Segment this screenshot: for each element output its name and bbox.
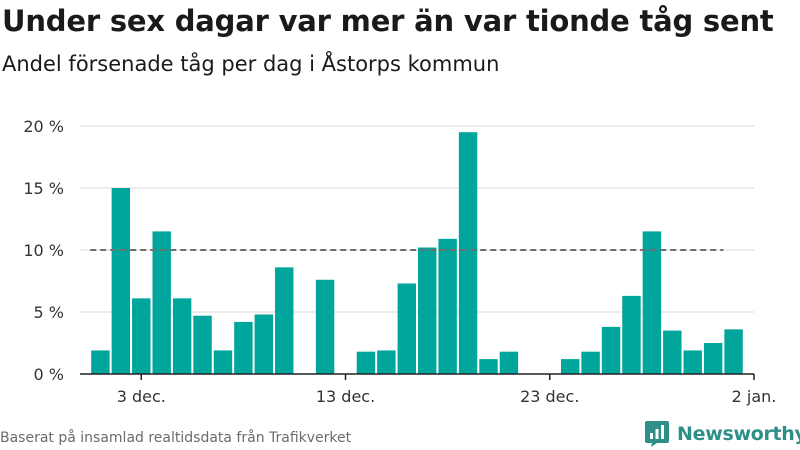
y-tick-label: 15 % (23, 179, 64, 198)
bar (560, 359, 580, 374)
bar (601, 326, 621, 374)
bar (234, 321, 253, 374)
bar (213, 350, 233, 374)
y-tick-label: 10 % (23, 241, 64, 260)
bar (356, 351, 376, 374)
bar (703, 343, 723, 374)
bar (479, 359, 498, 374)
y-tick-label: 20 % (23, 117, 64, 136)
newsworthy-logo: Newsworthy (644, 420, 800, 448)
bar (663, 330, 682, 374)
bar (724, 329, 743, 374)
y-tick-label: 5 % (34, 303, 64, 322)
y-tick-label: 0 % (34, 365, 64, 384)
bars (91, 132, 743, 374)
bar (152, 231, 171, 374)
bar (315, 279, 335, 374)
x-tick-label: 13 dec. (316, 387, 375, 406)
x-tick-label: 2 jan. (732, 387, 777, 406)
x-tick-label: 3 dec. (117, 387, 166, 406)
bar (132, 298, 151, 374)
y-axis-tick-labels: 0 % 5 % 10 % 15 % 20 % (23, 117, 64, 384)
bar (172, 298, 192, 374)
chart-subtitle: Andel försenade tåg per dag i Åstorps ko… (2, 52, 500, 76)
bar-chart: 0 % 5 % 10 % 15 % 20 % 3 dec. 13 dec. 23 dec. 2… (23, 117, 777, 406)
bar (581, 351, 600, 374)
bar (254, 314, 274, 374)
bar (397, 283, 416, 374)
newsworthy-logo-icon (645, 421, 669, 447)
bar (438, 238, 457, 374)
bar (683, 350, 702, 374)
bar (377, 350, 396, 374)
bar (499, 351, 519, 374)
bar (458, 132, 478, 374)
source-note: Baserat på insamlad realtidsdata från Tr… (0, 430, 352, 446)
bar (91, 350, 110, 374)
bar (622, 295, 641, 374)
bar (111, 188, 131, 374)
bar (275, 267, 294, 374)
x-axis (80, 373, 755, 380)
chart-title: Under sex dagar var mer än var tionde tå… (2, 4, 774, 38)
bar (193, 315, 212, 374)
bar (418, 247, 437, 374)
bar (642, 231, 662, 374)
x-axis-tick-labels: 3 dec. 13 dec. 23 dec. 2 jan. (117, 387, 777, 406)
x-tick-label: 23 dec. (520, 387, 579, 406)
newsworthy-logo-text: Newsworthy (677, 423, 800, 445)
